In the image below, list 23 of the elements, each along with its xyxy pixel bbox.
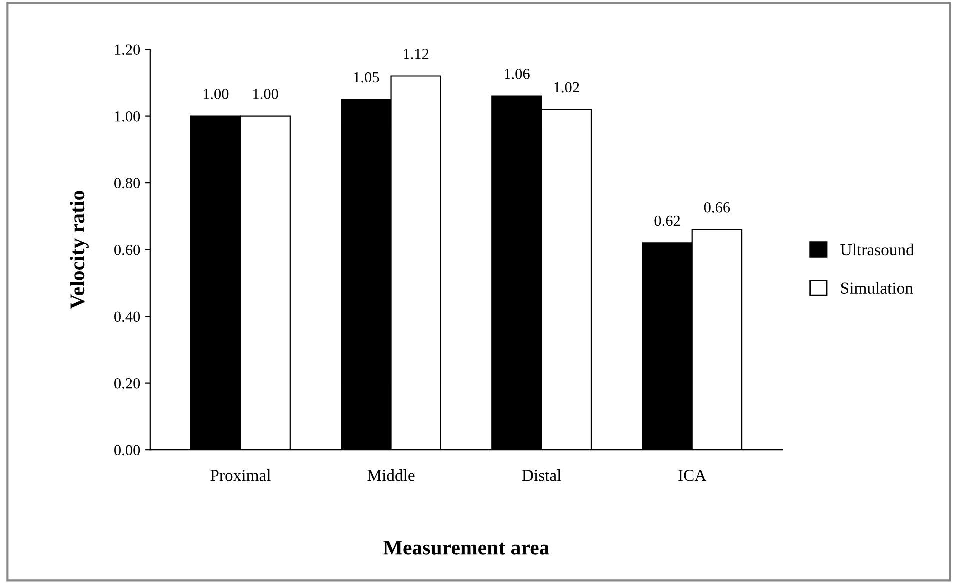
y-tick-label: 1.00 — [115, 111, 140, 122]
y-tick-label: 1.20 — [115, 44, 140, 56]
data-label: 1.05 — [354, 72, 380, 83]
data-label: 1.02 — [554, 82, 580, 93]
data-label: 1.00 — [204, 89, 229, 100]
x-tick-label: Distal — [522, 470, 562, 482]
legend-label: Ultrasound — [840, 244, 914, 256]
y-tick-label: 0.80 — [114, 178, 140, 189]
y-tick-label: 0.00 — [114, 445, 140, 456]
y-axis-title: Velocity ratio — [70, 191, 89, 310]
legend-label: Simulation — [841, 282, 914, 294]
data-label: 0.66 — [704, 202, 730, 213]
y-tick-label: 0.20 — [114, 378, 140, 389]
x-tick-label: ICA — [678, 470, 707, 482]
data-label: 0.62 — [654, 216, 680, 226]
x-tick-label: Proximal — [210, 470, 271, 482]
y-tick-label: 0.40 — [114, 312, 140, 322]
x-tick-label: Middle — [368, 470, 415, 482]
data-label: 1.00 — [254, 89, 278, 100]
y-tick-label: 0.60 — [114, 244, 140, 256]
x-axis-title: Measurement area — [384, 541, 550, 555]
data-label: 1.12 — [404, 48, 429, 60]
data-label: 1.06 — [504, 68, 530, 80]
